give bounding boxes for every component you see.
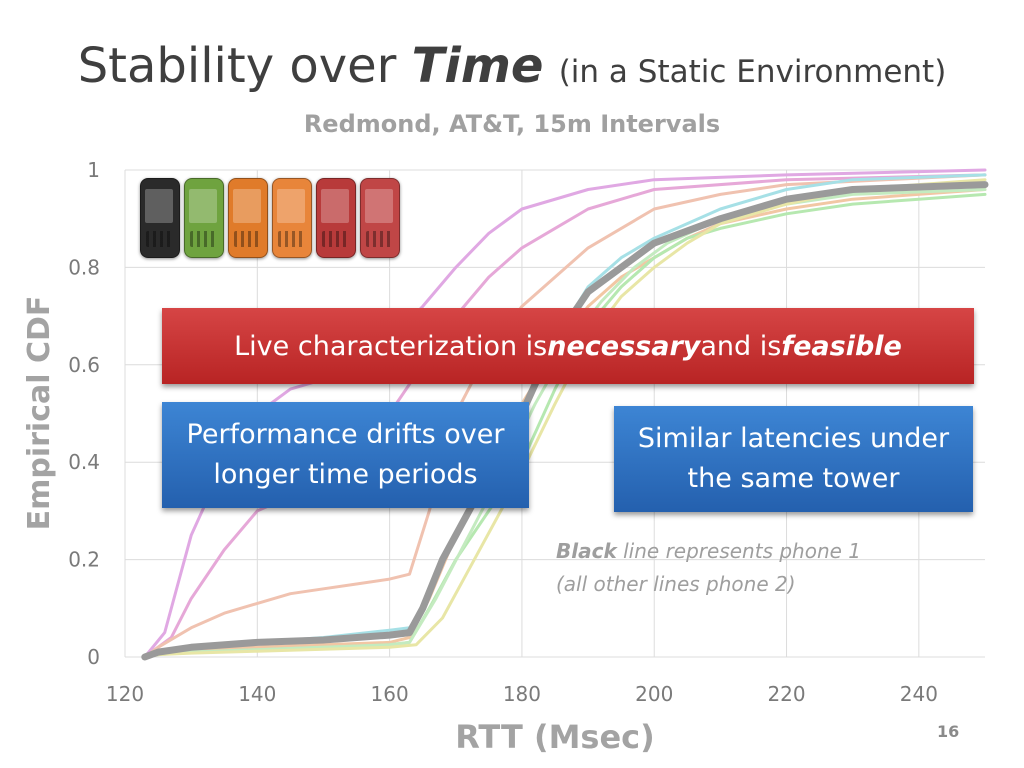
x-tick-label: 240: [900, 682, 938, 706]
note-line2: (all other lines phone 2): [556, 572, 796, 596]
phone-screen: [277, 189, 305, 223]
chart-ticks: 0 0.2 0.4 0.6 0.8 1 120 140 160 180 200 220 240: [68, 158, 938, 706]
phone-image: [272, 178, 312, 258]
y-tick-label: 0.6: [68, 353, 100, 377]
phone-keypad: [234, 231, 260, 247]
y-tick-label: 0.8: [68, 255, 100, 279]
x-tick-label: 120: [106, 682, 144, 706]
phone-keypad: [146, 231, 172, 247]
slide-subtitle: Redmond, AT&T, 15m Intervals: [303, 110, 721, 138]
x-tick-label: 180: [503, 682, 541, 706]
callout-similar-latencies: Similar latencies under the same tower: [614, 406, 973, 512]
phone-image: [360, 178, 400, 258]
note-bold: Black: [556, 539, 617, 563]
phone-image: [140, 178, 180, 258]
banner-middle: and is: [700, 330, 782, 362]
y-tick-label: 1: [87, 158, 100, 182]
x-tick-label: 220: [767, 682, 805, 706]
x-tick-label: 140: [238, 682, 276, 706]
y-tick-label: 0.4: [68, 450, 100, 474]
page-number: 16: [937, 722, 960, 741]
phone-screen: [189, 189, 217, 223]
slide-title: Stability over Time (in a Static Environ…: [0, 38, 1024, 94]
phone-image: [228, 178, 268, 258]
y-tick-label: 0: [87, 645, 100, 669]
legend-note: Black line represents phone 1 (all other…: [556, 535, 861, 601]
banner-emph-necessary: necessary: [547, 330, 701, 362]
banner-emph-feasible: feasible: [781, 330, 902, 362]
callout-performance-drifts: Performance drifts over longer time peri…: [162, 402, 529, 508]
phone-image: [184, 178, 224, 258]
callout-right-line1: Similar latencies under: [637, 423, 950, 454]
phone-screen: [145, 189, 173, 223]
phone-keypad: [190, 231, 216, 247]
x-tick-label: 200: [635, 682, 673, 706]
red-banner: Live characterization is necessary and i…: [162, 308, 974, 384]
note-line1-rest: line represents phone 1: [616, 539, 862, 563]
phone-keypad: [278, 231, 304, 247]
phone-screen: [233, 189, 261, 223]
y-tick-label: 0.2: [68, 548, 100, 572]
note-line1: Black line represents phone 1: [556, 535, 861, 568]
phone-keypad: [366, 231, 392, 247]
phone-screen: [365, 189, 393, 223]
x-tick-label: 160: [371, 682, 409, 706]
y-axis-label: Empirical CDF: [22, 296, 57, 531]
callout-right-line2: the same tower: [687, 463, 900, 494]
series-line-3: [143, 173, 987, 659]
series-line-4: [143, 173, 987, 659]
phone-screen: [321, 189, 349, 223]
title-main: Stability over: [77, 38, 412, 94]
title-parenthetical: (in a Static Environment): [558, 54, 947, 90]
phone-keypad: [322, 231, 348, 247]
banner-prefix: Live characterization is: [234, 330, 548, 362]
phone-images: [140, 178, 400, 258]
title-emphasis: Time: [411, 38, 544, 94]
x-axis-label: RTT (Msec): [455, 718, 655, 756]
phone-image: [316, 178, 356, 258]
callout-left-line1: Performance drifts over: [186, 419, 505, 450]
callout-left-line2: longer time periods: [213, 459, 478, 490]
